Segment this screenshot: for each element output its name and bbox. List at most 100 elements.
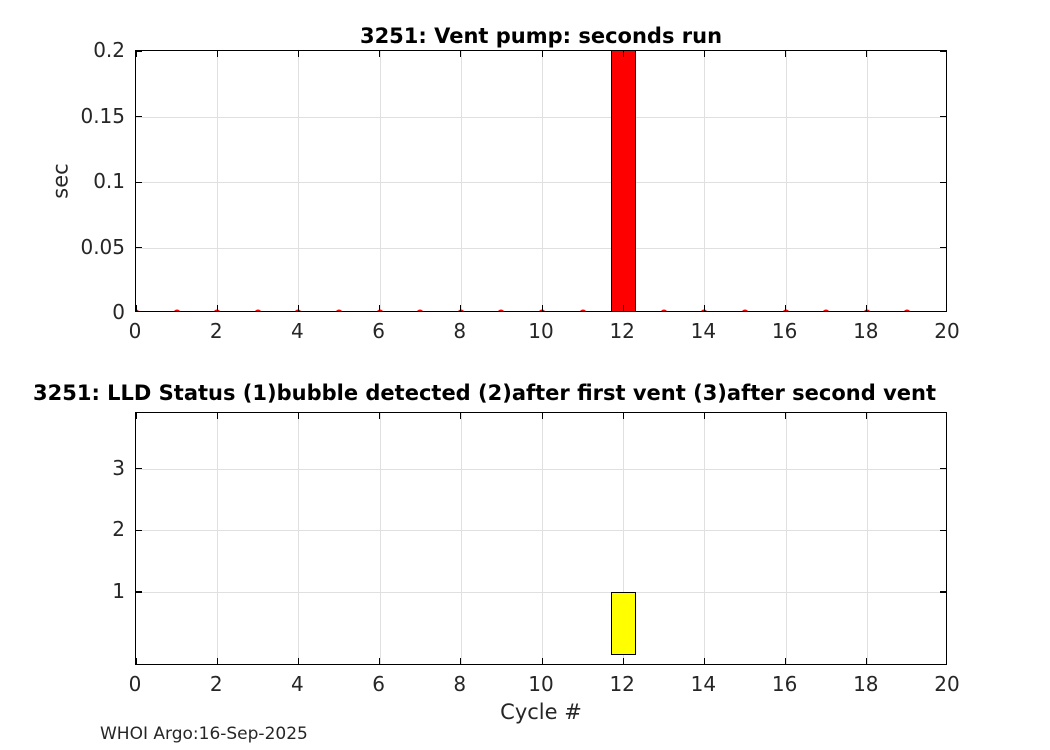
- y-tick-mark: [136, 181, 142, 183]
- x-tick-mark: [379, 658, 381, 664]
- x-tick-mark: [460, 305, 462, 311]
- x-tick-mark: [866, 413, 868, 419]
- gridline-vertical: [785, 413, 787, 664]
- gridline-vertical: [460, 51, 462, 311]
- x-axis-label-cycle: Cycle #: [500, 700, 582, 724]
- x-tick-label: 6: [372, 672, 385, 696]
- x-tick-label: 4: [291, 672, 304, 696]
- x-tick-mark: [541, 413, 543, 419]
- x-tick-mark: [785, 51, 787, 57]
- x-tick-mark: [297, 305, 299, 311]
- x-tick-mark: [703, 305, 705, 311]
- x-tick-label: 8: [453, 672, 467, 696]
- x-tick-label: 20: [934, 319, 960, 343]
- gridline-horizontal: [136, 530, 946, 532]
- x-tick-label: 0: [128, 672, 142, 696]
- plot-area-lld-status: [136, 413, 946, 664]
- x-tick-mark: [622, 305, 624, 311]
- x-tick-mark: [379, 413, 381, 419]
- y-tick-mark: [136, 116, 142, 118]
- x-tick-mark: [460, 658, 462, 664]
- y-tick-mark: [940, 468, 946, 470]
- x-tick-label: 20: [934, 672, 960, 696]
- x-tick-mark: [297, 658, 299, 664]
- y-tick-mark: [940, 247, 946, 249]
- y-tick-label: 0: [112, 300, 125, 324]
- x-tick-label: 16: [771, 319, 798, 343]
- gridline-vertical: [460, 413, 462, 664]
- x-tick-label: 8: [453, 319, 467, 343]
- y-tick-mark: [136, 591, 142, 593]
- x-tick-mark: [136, 658, 137, 664]
- gridline-vertical: [379, 413, 381, 664]
- x-tick-label: 12: [609, 672, 635, 696]
- x-tick-mark: [785, 413, 787, 419]
- gridline-vertical: [704, 51, 706, 311]
- gridline-vertical: [542, 51, 543, 311]
- chart-vent-pump-seconds-run: [135, 50, 947, 312]
- gridline-vertical: [379, 51, 381, 311]
- data-point-cycle-1: [173, 309, 181, 311]
- gridline-horizontal: [136, 247, 946, 249]
- data-point-cycle-7: [416, 309, 424, 311]
- data-point-cycle-17: [822, 309, 830, 311]
- x-tick-mark: [622, 413, 624, 419]
- chart-title-lld-status: 3251: LLD Status (1)bubble detected (2)a…: [33, 381, 936, 405]
- footer-credit: WHOI Argo:16-Sep-2025: [100, 724, 308, 744]
- x-tick-label: 14: [690, 672, 717, 696]
- x-tick-label: 16: [771, 672, 798, 696]
- x-tick-mark: [866, 305, 868, 311]
- x-tick-mark: [866, 51, 868, 57]
- gridline-horizontal: [136, 116, 946, 118]
- plot-area-vent-pump: [136, 51, 946, 311]
- x-tick-label: 4: [291, 319, 304, 343]
- x-tick-mark: [703, 51, 705, 57]
- x-tick-label: 12: [609, 319, 635, 343]
- x-tick-mark: [460, 51, 462, 57]
- x-tick-label: 10: [528, 672, 554, 696]
- gridline-vertical: [866, 413, 868, 664]
- y-tick-mark: [940, 116, 946, 118]
- data-point-cycle-9: [497, 309, 505, 311]
- x-tick-label: 6: [372, 319, 385, 343]
- gridline-horizontal: [136, 182, 946, 183]
- gridline-vertical: [298, 51, 300, 311]
- x-tick-mark: [541, 51, 543, 57]
- x-tick-mark: [541, 305, 543, 311]
- x-tick-mark: [785, 305, 787, 311]
- gridline-vertical: [785, 51, 787, 311]
- y-tick-label: 3: [112, 455, 125, 480]
- x-tick-label: 2: [209, 319, 223, 343]
- bar-cycle-12: [610, 51, 636, 311]
- x-tick-label: 18: [853, 672, 879, 696]
- bar-cycle-12: [610, 591, 636, 655]
- data-point-cycle-11: [579, 309, 587, 311]
- chart-lld-status: [135, 412, 947, 665]
- gridline-vertical: [542, 413, 543, 664]
- x-tick-mark: [136, 51, 137, 57]
- data-point-cycle-5: [335, 309, 343, 311]
- x-tick-mark: [216, 51, 218, 57]
- x-tick-mark: [216, 658, 218, 664]
- x-tick-mark: [136, 413, 137, 419]
- x-tick-mark: [622, 51, 624, 57]
- y-tick-mark: [136, 247, 142, 249]
- y-tick-mark: [136, 468, 142, 470]
- data-point-cycle-3: [254, 309, 262, 311]
- y-tick-mark: [940, 181, 946, 183]
- x-tick-label: 18: [853, 319, 879, 343]
- y-tick-mark: [136, 51, 142, 52]
- x-tick-mark: [541, 658, 543, 664]
- data-point-cycle-15: [741, 309, 749, 311]
- chart-title-vent-pump: 3251: Vent pump: seconds run: [359, 24, 723, 48]
- x-tick-mark: [785, 658, 787, 664]
- y-tick-mark: [940, 529, 946, 531]
- x-tick-label: 2: [209, 672, 223, 696]
- gridline-vertical: [704, 413, 706, 664]
- y-tick-label: 2: [112, 517, 125, 542]
- x-tick-mark: [703, 658, 705, 664]
- x-tick-label: 14: [690, 319, 717, 343]
- gridline-vertical: [217, 51, 219, 311]
- y-tick-label: 0.2: [93, 38, 125, 62]
